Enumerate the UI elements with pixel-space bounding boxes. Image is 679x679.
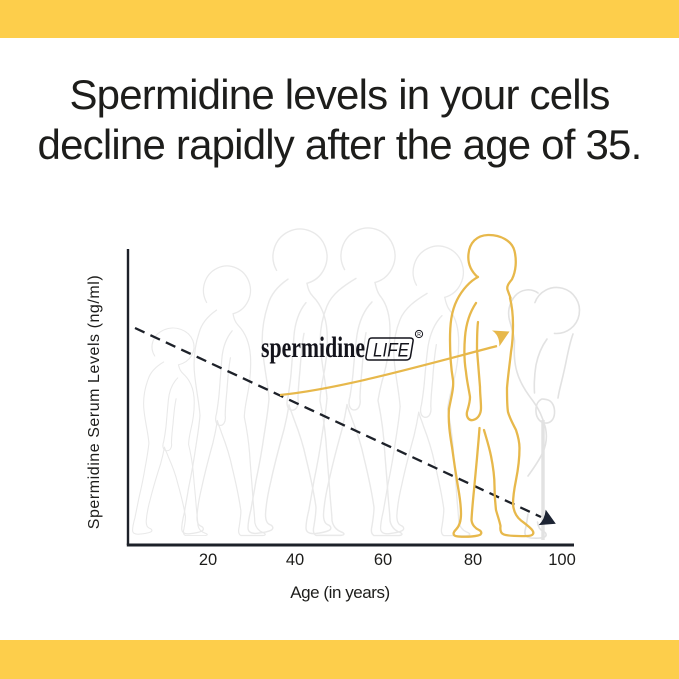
svg-text:100: 100 <box>548 551 576 569</box>
svg-text:LIFE: LIFE <box>373 341 409 362</box>
svg-text:spermidine: spermidine <box>261 331 365 364</box>
svg-text:Spermidine Serum Levels (ng/ml: Spermidine Serum Levels (ng/ml) <box>86 275 103 529</box>
svg-text:40: 40 <box>286 551 304 569</box>
svg-text:Age (in years): Age (in years) <box>290 583 390 602</box>
svg-text:60: 60 <box>374 551 392 569</box>
svg-text:80: 80 <box>464 551 482 569</box>
svg-text:20: 20 <box>199 551 217 569</box>
svg-text:R: R <box>417 332 421 338</box>
